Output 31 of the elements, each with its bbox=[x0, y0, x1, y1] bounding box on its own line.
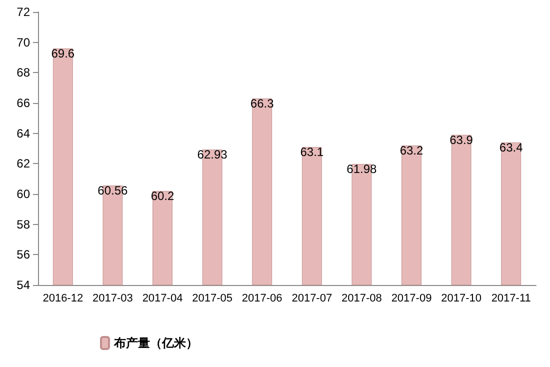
data-label: 60.56 bbox=[98, 184, 128, 198]
y-tick-label: 70 bbox=[16, 35, 30, 50]
x-tick-label: 2017-11 bbox=[491, 292, 531, 304]
data-label: 63.1 bbox=[300, 144, 324, 159]
x-tick-label: 2017-05 bbox=[192, 292, 232, 304]
x-tick-label: 2017-08 bbox=[342, 292, 382, 304]
data-label: 61.98 bbox=[346, 162, 378, 176]
y-tick-label: 72 bbox=[16, 5, 30, 19]
x-tick-label: 2017-06 bbox=[242, 292, 282, 304]
y-tick-label: 66 bbox=[16, 96, 30, 110]
data-label: 62.93 bbox=[197, 148, 228, 162]
y-tick-label: 56 bbox=[16, 248, 30, 262]
y-tick-label: 54 bbox=[16, 278, 30, 292]
y-tick-label: 62 bbox=[16, 156, 30, 171]
x-tick-label: 2017-03 bbox=[92, 292, 133, 304]
y-tick-label: 58 bbox=[16, 217, 30, 232]
data-label: 63.4 bbox=[499, 140, 524, 154]
x-tick-label: 2017-09 bbox=[391, 292, 432, 304]
data-label: 69.6 bbox=[51, 46, 75, 60]
x-tick-label: 2016-12 bbox=[42, 292, 84, 304]
data-label: 63.9 bbox=[450, 132, 474, 147]
x-tick-label: 2017-07 bbox=[292, 292, 332, 304]
data-label: 60.2 bbox=[150, 188, 174, 203]
x-tick-label: 2017-10 bbox=[441, 292, 482, 304]
y-tick-label: 68 bbox=[16, 66, 30, 80]
legend-label: 布产量（亿米） bbox=[113, 336, 198, 350]
y-tick-label: 60 bbox=[16, 187, 30, 201]
x-tick-label: 2017-04 bbox=[142, 292, 183, 304]
data-label: 63.2 bbox=[400, 143, 424, 158]
y-tick-label: 64 bbox=[16, 126, 30, 140]
data-label: 66.3 bbox=[250, 96, 274, 110]
